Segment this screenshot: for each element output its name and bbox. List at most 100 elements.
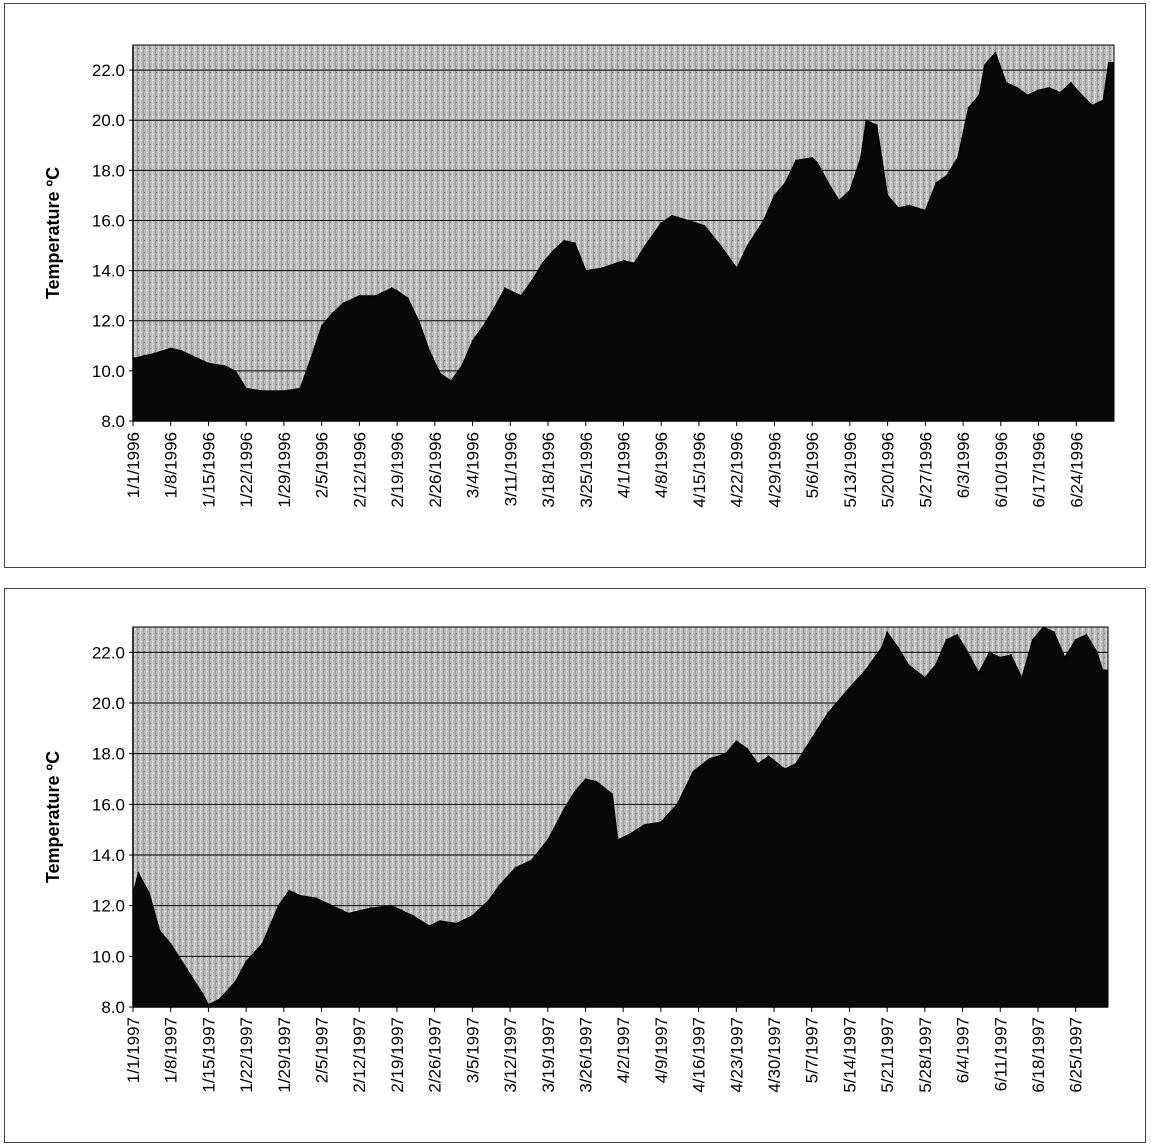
data-point (617, 839, 619, 841)
data-point (471, 340, 474, 342)
data-point (935, 182, 937, 184)
x-tick-label: 5/20/1996 (879, 432, 898, 508)
data-point (816, 162, 819, 164)
x-tick-label: 6/11/1997 (991, 1017, 1010, 1091)
data-point (773, 194, 776, 197)
data-point (390, 904, 393, 907)
x-tick-label: 3/11/1996 (501, 432, 520, 506)
data-point (1091, 104, 1094, 106)
data-point (1021, 676, 1023, 679)
data-point (169, 347, 172, 350)
data-point (573, 790, 576, 793)
data-point (223, 365, 226, 367)
y-tick-label: 8.0 (101, 412, 125, 431)
data-point (859, 157, 862, 159)
data-point (897, 646, 899, 649)
y-tick-label: 14.0 (92, 262, 125, 281)
data-point (934, 664, 937, 666)
y-tick-label: 22.0 (92, 643, 125, 662)
data-point (520, 294, 522, 297)
data-point (978, 94, 980, 96)
data-point (956, 633, 958, 636)
data-point (967, 106, 970, 109)
data-point (331, 904, 334, 907)
data-point (767, 755, 770, 757)
data-point (703, 224, 706, 227)
x-tick-label: 5/14/1997 (840, 1017, 859, 1093)
x-tick-label: 4/29/1996 (765, 432, 784, 508)
data-point (531, 279, 533, 282)
data-point (595, 780, 598, 783)
x-tick-label: 4/8/1996 (652, 432, 671, 498)
data-point (482, 324, 485, 327)
data-point (358, 294, 361, 297)
x-tick-label: 1/1/1996 (124, 432, 143, 498)
data-point (347, 912, 350, 915)
data-point (1074, 638, 1077, 641)
x-tick-label: 3/12/1997 (501, 1017, 520, 1093)
data-point (417, 319, 420, 322)
data-point (897, 207, 900, 209)
x-tick-label: 5/28/1997 (916, 1017, 935, 1093)
data-point (563, 808, 565, 811)
x-tick-label: 5/21/1997 (878, 1017, 897, 1093)
x-tick-label: 3/25/1996 (577, 432, 596, 508)
y-tick-label: 18.0 (92, 161, 125, 180)
data-point (320, 324, 323, 327)
data-point (547, 839, 549, 841)
x-tick-label: 6/10/1996 (992, 432, 1011, 508)
data-point (439, 372, 442, 375)
data-point (644, 244, 646, 247)
data-point (530, 859, 533, 861)
chart-panel-1996: 8.0 10.0 12.0 14.0 16.0 18.0 20.0 22.0 1/1/1996 1… (4, 3, 1146, 568)
data-point (692, 770, 694, 773)
data-point (946, 174, 948, 177)
data-point (487, 899, 490, 902)
data-point (633, 262, 636, 264)
data-point (374, 294, 377, 297)
data-point (1010, 654, 1012, 656)
data-point (207, 362, 210, 365)
x-tick-label: 3/19/1997 (539, 1017, 558, 1093)
data-point (627, 833, 630, 836)
data-point (234, 370, 237, 372)
x-tick-label: 2/19/1996 (388, 432, 407, 508)
y-tick-label: 18.0 (92, 745, 125, 764)
y-tick-label: 22.0 (92, 61, 125, 80)
data-point (865, 119, 867, 121)
data-point (428, 925, 431, 927)
data-point (838, 199, 840, 202)
data-point (137, 871, 140, 874)
data-point (277, 904, 280, 907)
data-point (584, 778, 587, 780)
data-point (746, 747, 748, 750)
x-tick-label: 2/26/1996 (426, 432, 445, 508)
data-point (1016, 86, 1018, 89)
x-tick-label: 3/18/1996 (539, 432, 558, 508)
data-point (498, 884, 501, 887)
x-tick-label: 1/15/1996 (199, 432, 218, 508)
x-tick-label: 5/27/1996 (916, 432, 935, 508)
x-tick-label: 6/4/1997 (954, 1017, 973, 1083)
y-tick-label: 12.0 (92, 312, 125, 331)
data-point (396, 289, 398, 292)
data-point (504, 287, 506, 289)
data-point (509, 289, 512, 292)
data-point (331, 312, 334, 315)
data-point (369, 907, 371, 909)
data-point (795, 159, 797, 162)
temperature-area-series (132, 51, 1115, 422)
x-tick-label: 5/13/1996 (841, 432, 860, 508)
data-point (924, 676, 926, 679)
data-point (342, 302, 345, 305)
x-tick-label: 3/4/1996 (464, 432, 483, 498)
data-point (299, 894, 301, 897)
data-point (159, 930, 161, 932)
data-point (907, 664, 910, 666)
x-tick-label: 6/24/1996 (1067, 432, 1086, 508)
data-point (708, 757, 711, 760)
x-tick-label: 4/16/1997 (690, 1017, 709, 1093)
data-point (1005, 81, 1007, 84)
data-point (735, 267, 738, 269)
data-point (1059, 91, 1061, 94)
